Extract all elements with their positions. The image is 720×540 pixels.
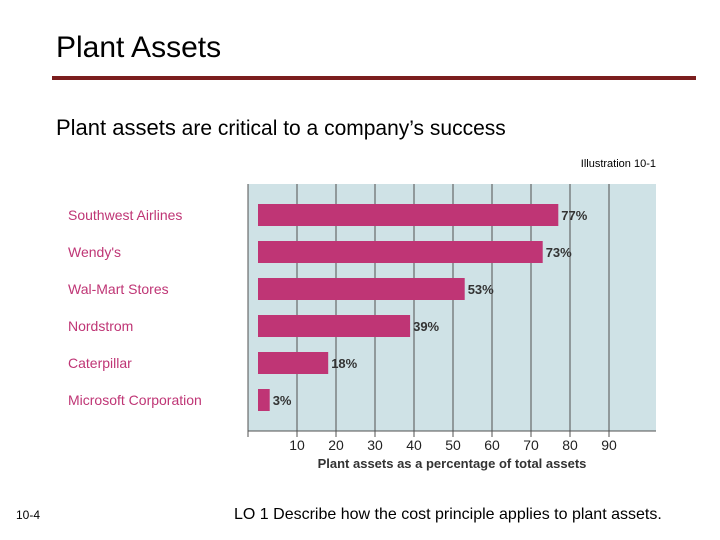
value-label: 53% <box>468 282 494 297</box>
category-label: Wal-Mart Stores <box>68 281 169 297</box>
x-tick-label: 50 <box>445 437 461 453</box>
x-tick-label: 90 <box>601 437 617 453</box>
x-tick-label: 60 <box>484 437 500 453</box>
subtitle-emphasis: Plant assets <box>56 115 176 140</box>
x-tick-label: 30 <box>367 437 383 453</box>
slide-subtitle: Plant assets are critical to a company’s… <box>56 114 506 143</box>
bar <box>258 204 559 226</box>
x-tick-label: 70 <box>523 437 539 453</box>
learning-objective: LO 1 Describe how the cost principle app… <box>234 506 662 523</box>
page-number: 10-4 <box>16 508 41 522</box>
slide-title: Plant Assets <box>56 31 222 64</box>
bar <box>258 352 329 374</box>
value-label: 18% <box>331 356 357 371</box>
bar <box>258 389 270 411</box>
x-tick-label: 10 <box>289 437 305 453</box>
value-label: 39% <box>413 319 439 334</box>
illustration-label: Illustration 10-1 <box>580 158 656 170</box>
category-label: Wendy's <box>68 244 121 260</box>
subtitle-text: are critical to a company’s success <box>175 117 506 140</box>
value-label: 73% <box>546 245 572 260</box>
bar <box>258 241 543 263</box>
value-label: 77% <box>561 208 587 223</box>
category-label: Nordstrom <box>68 318 133 334</box>
category-label: Caterpillar <box>68 355 132 371</box>
x-tick-label: 20 <box>328 437 344 453</box>
category-label: Southwest Airlines <box>68 207 182 223</box>
category-label: Microsoft Corporation <box>68 392 202 408</box>
bar <box>258 278 465 300</box>
bar <box>258 315 411 337</box>
x-tick-label: 80 <box>562 437 578 453</box>
x-axis-title: Plant assets as a percentage of total as… <box>318 456 587 471</box>
x-tick-label: 40 <box>406 437 422 453</box>
title-divider <box>52 76 696 80</box>
value-label: 3% <box>273 393 292 408</box>
